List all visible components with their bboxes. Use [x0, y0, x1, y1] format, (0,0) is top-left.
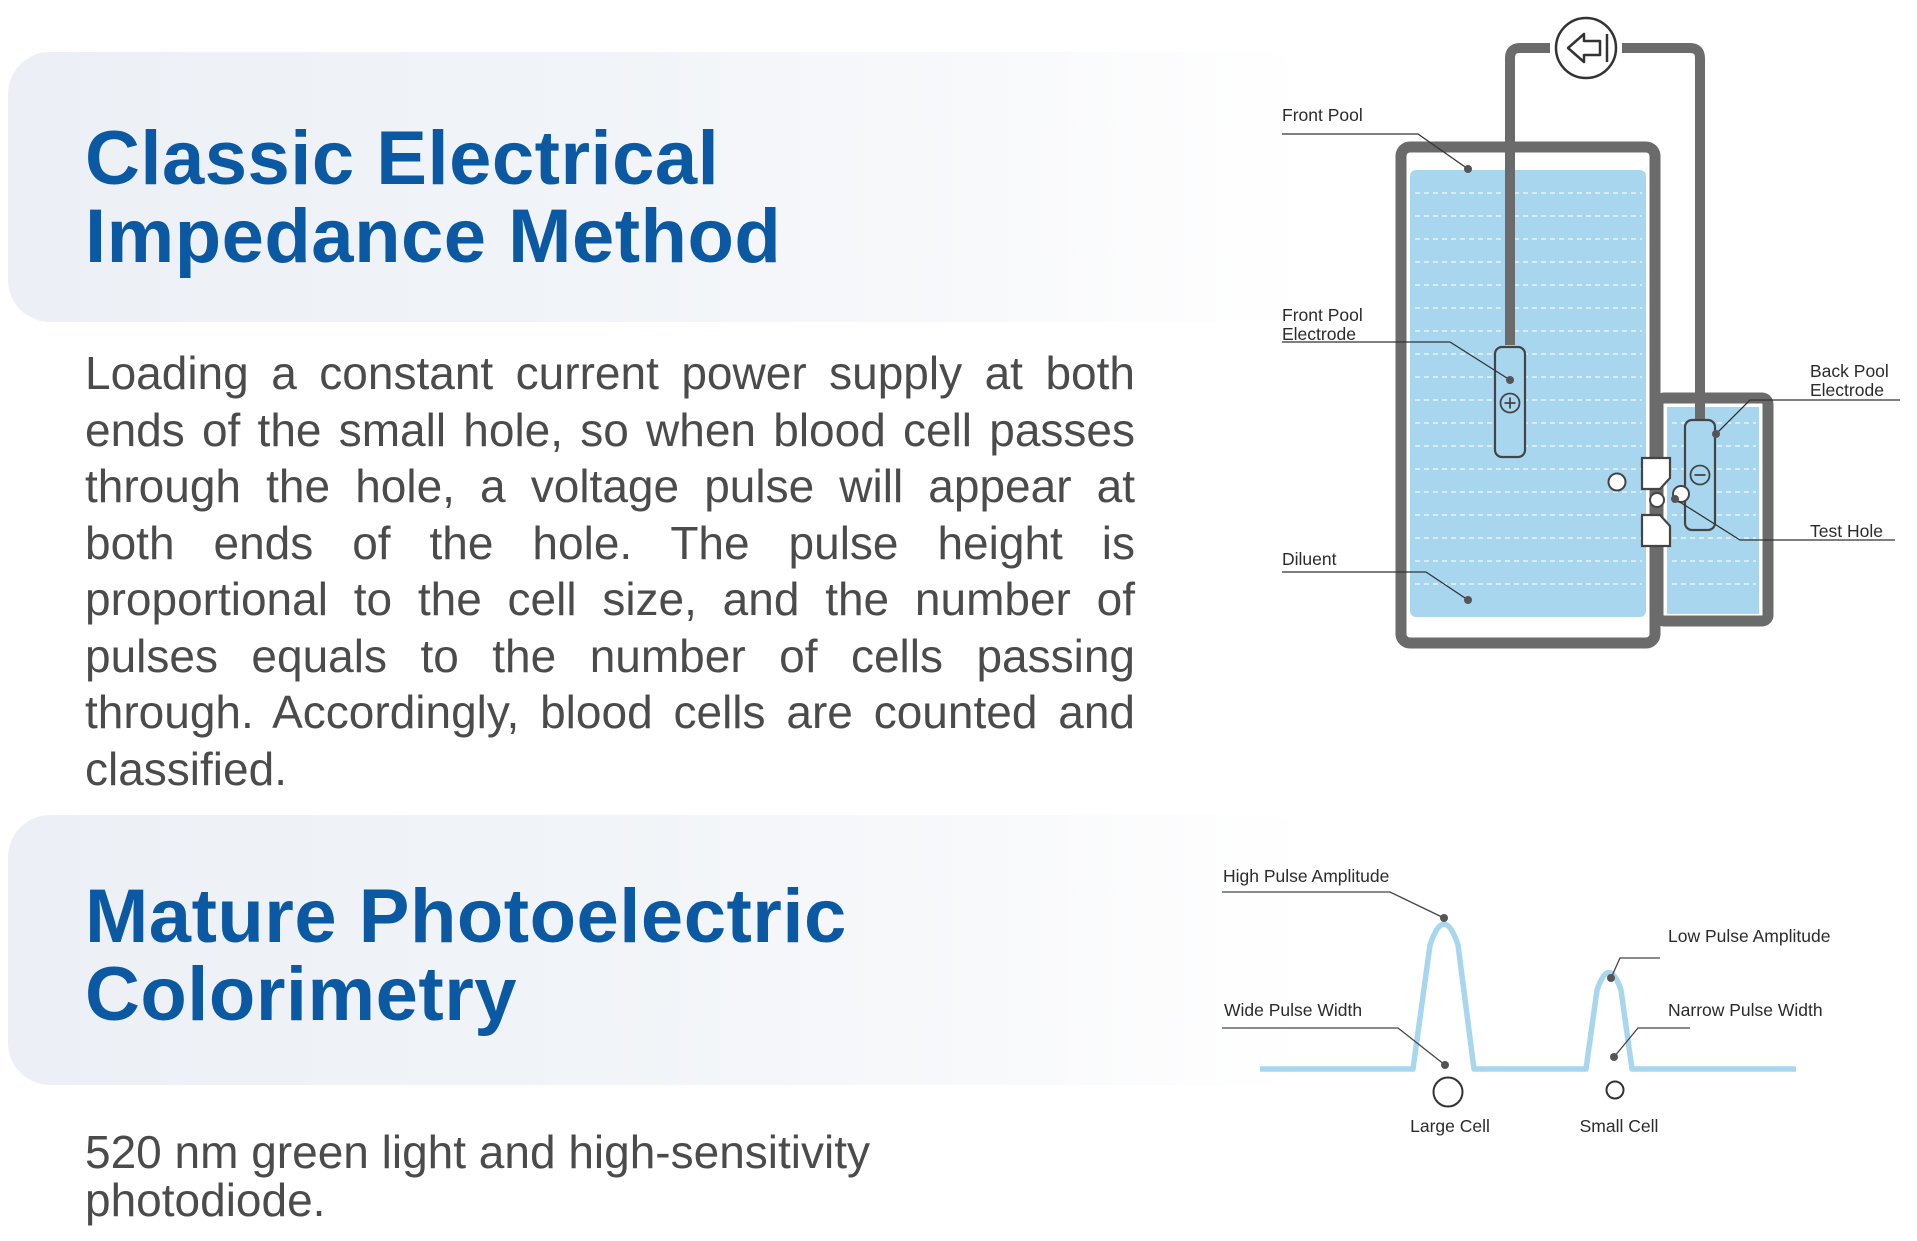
label-diluent: Diluent — [1282, 549, 1337, 569]
label-front-pool-electrode: Electrode — [1282, 324, 1356, 344]
label-small-cell: Small Cell — [1580, 1116, 1659, 1136]
large-cell-icon — [1432, 1076, 1464, 1108]
section-header-band — [8, 52, 1308, 322]
label-high-pulse-amplitude: High Pulse Amplitude — [1223, 866, 1389, 886]
label-wide-pulse-width: Wide Pulse Width — [1224, 1000, 1362, 1020]
label-back-pool-electrode: Electrode — [1810, 380, 1884, 400]
pulse-leader-dots — [1440, 914, 1618, 1069]
leader-lines — [1282, 133, 1900, 601]
back-wire — [1622, 43, 1705, 420]
photoelectric-description: 520 nm green light and high-sensitivity … — [85, 1126, 871, 1226]
title-line: Impedance Method — [85, 194, 782, 279]
front-wire — [1505, 43, 1550, 345]
title-line: Colorimetry — [85, 952, 518, 1037]
impedance-diagram: Front Pool Front Pool Electrode Back Poo… — [1282, 16, 1900, 649]
pulse-leader-lines — [1222, 891, 1690, 1066]
negative-electrode-icon — [1683, 418, 1717, 532]
label-back-pool-electrode: Back Pool — [1810, 361, 1889, 381]
impedance-description: Loading a constant current power supply … — [85, 347, 1135, 795]
pulse-diagram: High Pulse Amplitude Low Pulse Amplitude… — [1222, 866, 1830, 1136]
pulse-signal-line — [1260, 921, 1796, 1072]
title-line: Classic Electrical — [85, 116, 720, 201]
leader-dots — [1464, 165, 1720, 604]
front-pool-wall — [1395, 141, 1661, 649]
test-hole-nozzle — [1640, 456, 1672, 548]
front-pool-liquid — [1410, 170, 1646, 617]
label-narrow-pulse-width: Narrow Pulse Width — [1668, 1000, 1823, 1020]
section-title-photoelectric: Mature Photoelectric Colorimetry — [85, 878, 847, 1034]
label-large-cell: Large Cell — [1410, 1116, 1490, 1136]
label-test-hole: Test Hole — [1810, 521, 1883, 541]
label-front-pool-electrode: Front Pool — [1282, 305, 1363, 325]
small-cell-icon — [1605, 1080, 1625, 1100]
section-title-impedance: Classic Electrical Impedance Method — [85, 120, 781, 276]
section-header-band — [8, 815, 1308, 1085]
title-line: Mature Photoelectric — [85, 874, 847, 959]
label-low-pulse-amplitude: Low Pulse Amplitude — [1668, 926, 1830, 946]
front-pool — [1395, 141, 1661, 649]
power-source-icon — [1554, 16, 1618, 80]
label-front-pool: Front Pool — [1282, 105, 1363, 125]
positive-electrode-icon — [1493, 345, 1527, 459]
